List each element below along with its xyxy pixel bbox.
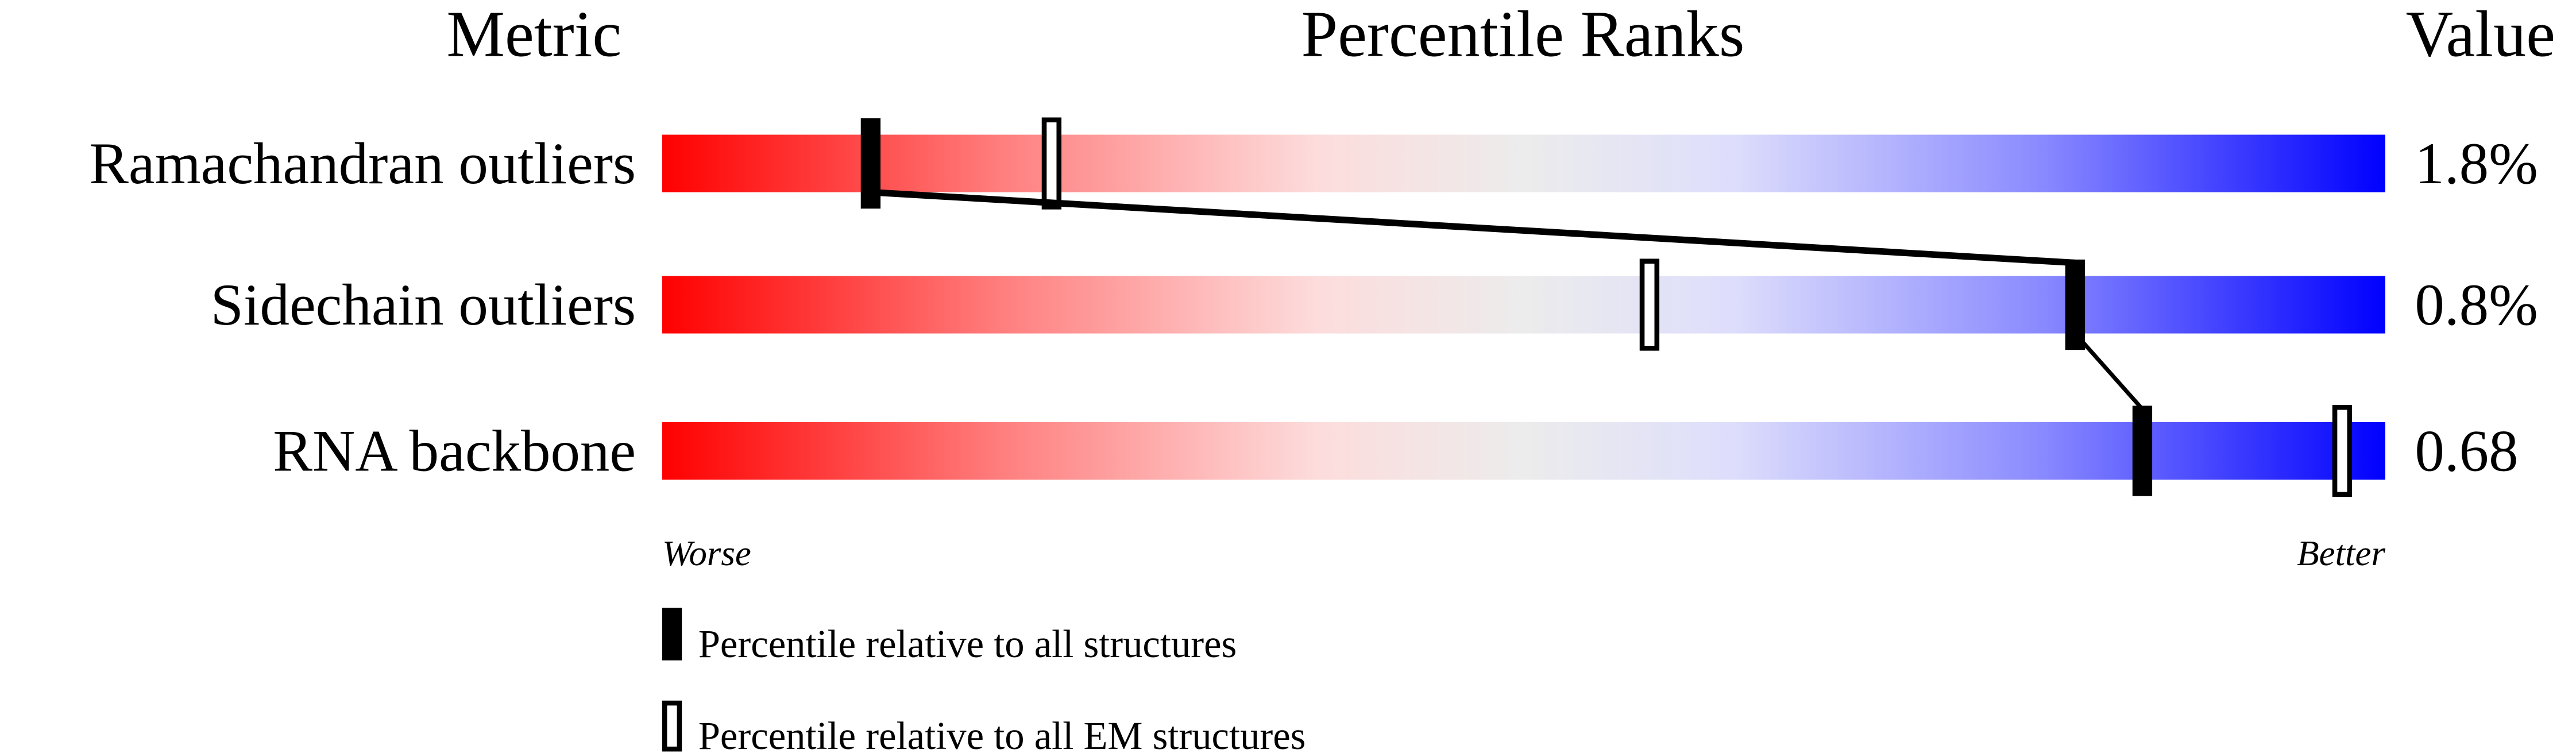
header-metric: Metric bbox=[446, 0, 621, 70]
legend-label-all: Percentile relative to all structures bbox=[698, 622, 1237, 666]
legend-filled-marker bbox=[662, 608, 682, 661]
metric-label: Ramachandran outliers bbox=[89, 131, 636, 196]
percentile-bar bbox=[662, 422, 2385, 480]
marker-em bbox=[1639, 258, 1660, 351]
marker-em bbox=[1041, 117, 1062, 210]
connector-line bbox=[870, 188, 2076, 267]
axis-label-better: Better bbox=[2297, 533, 2385, 573]
header-percentile-ranks: Percentile Ranks bbox=[1301, 0, 1745, 70]
legend-open-marker bbox=[662, 700, 682, 752]
metric-value: 0.68 bbox=[2415, 418, 2518, 484]
metric-label: Sidechain outliers bbox=[211, 272, 636, 338]
connector-line bbox=[2073, 332, 2144, 411]
metric-value: 1.8% bbox=[2415, 131, 2538, 196]
legend-label-em: Percentile relative to all EM structures bbox=[698, 714, 1306, 753]
percentile-bar bbox=[662, 276, 2385, 334]
axis-label-worse: Worse bbox=[662, 533, 751, 573]
marker-all bbox=[2132, 406, 2153, 496]
metric-label: RNA backbone bbox=[273, 418, 636, 484]
metric-value: 0.8% bbox=[2415, 272, 2538, 338]
percentile-bar bbox=[662, 134, 2385, 192]
header-value: Value bbox=[2406, 0, 2555, 70]
marker-em bbox=[2332, 404, 2353, 497]
